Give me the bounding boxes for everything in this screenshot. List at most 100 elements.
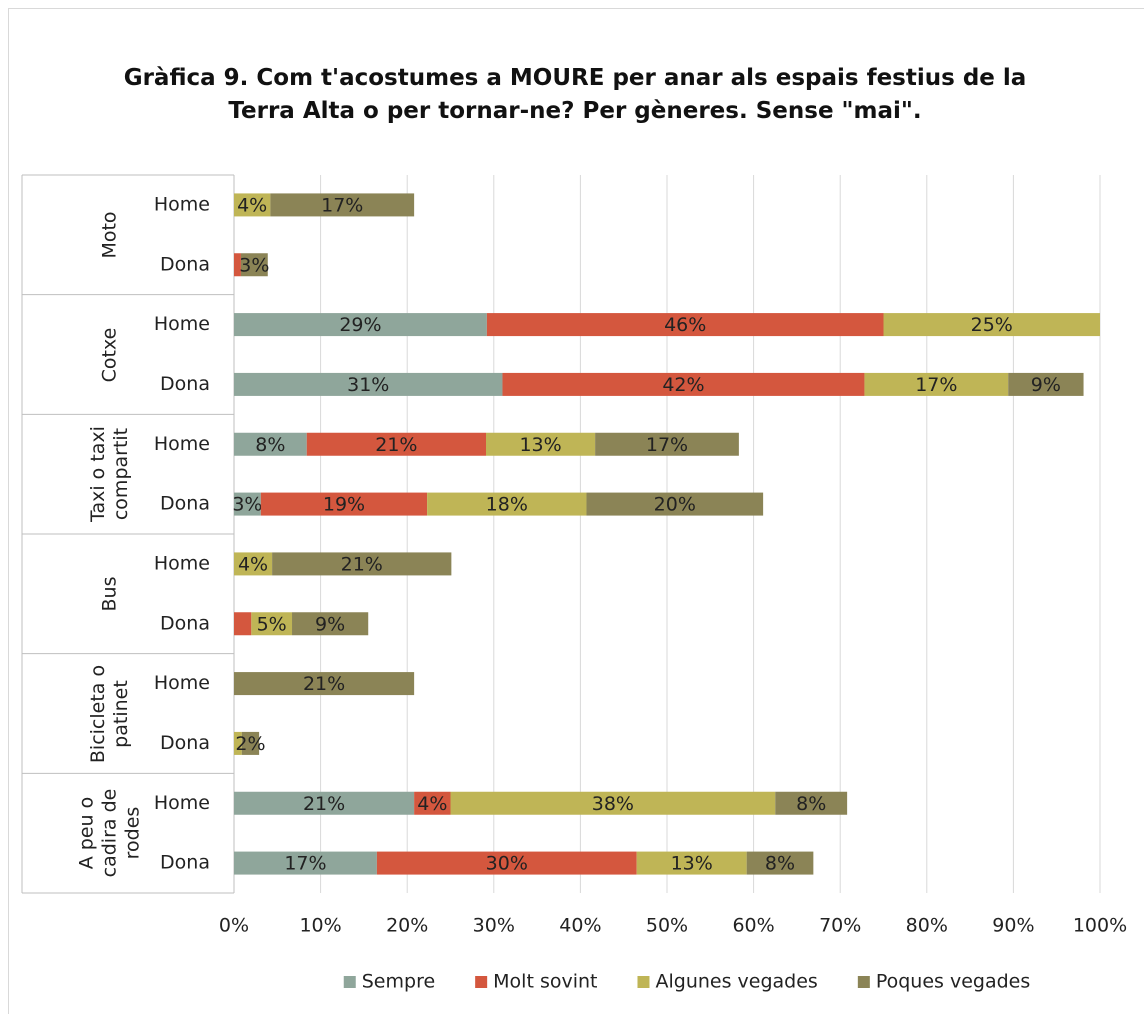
group-label: Bus [98,576,121,612]
y-tick-label: Home [154,433,210,455]
bar-segment [270,193,415,217]
x-tick-label: 80% [906,915,948,937]
legend-swatch [475,976,488,988]
data-label: 17% [284,853,326,875]
y-tick-label: Dona [160,493,210,515]
bar-segment [272,552,452,576]
bar-segment [234,492,261,516]
bar-segment [414,791,451,815]
bar-segment [234,552,273,576]
data-label: 17% [915,374,957,396]
data-label: 46% [664,314,706,336]
bar-segment [775,791,848,815]
data-label: 4% [417,793,447,815]
data-label: 42% [662,374,704,396]
bar-segment [234,372,503,396]
x-tick-label: 0% [219,915,249,937]
x-tick-label: 40% [559,915,601,937]
y-tick-label: Dona [160,852,210,874]
bar-segment [292,612,369,636]
bar-segment [595,432,739,456]
data-label: 21% [303,793,345,815]
legend-label: Algunes vegades [655,971,817,993]
data-label: 9% [1031,374,1061,396]
y-tick-label: Home [154,193,210,215]
x-tick-label: 90% [992,915,1034,937]
data-label: 4% [238,553,268,575]
y-tick-label: Home [154,672,210,694]
data-label: 25% [971,314,1013,336]
bar-segment [450,791,776,815]
chart-border [8,8,1144,1014]
data-label: 2% [235,733,265,755]
data-label: 21% [341,553,383,575]
y-tick-label: Dona [160,732,210,754]
data-label: 38% [592,793,634,815]
y-tick-label: Home [154,792,210,814]
legend-swatch [857,976,870,988]
data-label: 21% [375,434,417,456]
bar-segment [234,791,415,815]
bar-segment [586,492,764,516]
data-label: 3% [232,494,262,516]
bar-segment [883,313,1100,337]
legend-swatch [343,976,356,988]
x-tick-label: 60% [732,915,774,937]
data-label: 8% [765,853,795,875]
bar-segment [260,492,428,516]
x-tick-label: 50% [646,915,688,937]
x-tick-label: 70% [819,915,861,937]
bar-segment [864,372,1009,396]
data-label: 9% [315,613,345,635]
group-label: Bicicleta o patinet [87,664,132,763]
bar-segment [376,851,637,875]
data-label: 13% [519,434,561,456]
legend-label: Poques vegades [876,971,1030,993]
bar-segment [306,432,487,456]
x-tick-label: 10% [299,915,341,937]
bar-segment [234,612,252,636]
bar-segment [1008,372,1084,396]
data-label: 17% [646,434,688,456]
data-label: 13% [671,853,713,875]
legend-label: Sempre [362,971,435,993]
data-label: 20% [654,494,696,516]
bar-segment [486,313,884,337]
y-tick-label: Dona [160,253,210,275]
chart-title: Gràfica 9. Com t'acostumes a MOURE per a… [123,65,1027,124]
group-label: Taxi o taxi compartit [87,426,132,523]
data-label: 30% [486,853,528,875]
y-tick-label: Home [154,552,210,574]
data-label: 29% [339,314,381,336]
y-tick-label: Dona [160,373,210,395]
data-label: 8% [796,793,826,815]
data-label: 8% [255,434,285,456]
bar-segment [234,253,241,277]
group-label: Cotxe [98,327,121,382]
bar-segment [234,851,377,875]
data-label: 19% [323,494,365,516]
bar-segment [636,851,747,875]
bar-segment [241,731,260,755]
group-label: Moto [98,211,121,259]
bar-segment [234,432,307,456]
y-tick-label: Home [154,313,210,335]
bar-segment [240,253,268,277]
bar-segment [486,432,596,456]
data-label: 18% [486,494,528,516]
y-tick-label: Dona [160,612,210,634]
data-label: 31% [347,374,389,396]
data-label: 21% [303,673,345,695]
group-label: A peu o cadira de rodes [75,788,144,878]
bar-segment [234,193,271,217]
bar-segment [234,313,487,337]
data-label: 3% [239,254,269,276]
bar-segment [427,492,587,516]
bar-segment [502,372,865,396]
x-tick-label: 100% [1073,915,1127,937]
legend-label: Molt sovint [493,971,597,993]
bar-segment [746,851,814,875]
legend-swatch [637,976,650,988]
